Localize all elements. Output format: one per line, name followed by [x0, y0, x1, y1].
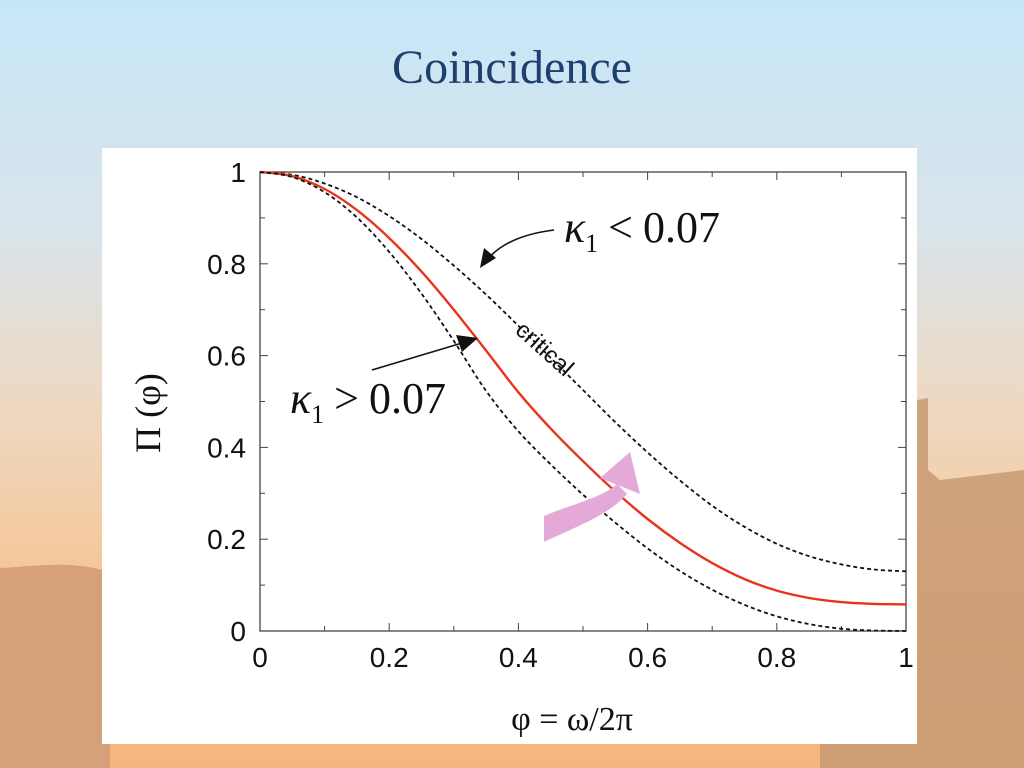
- annotation-kappa-greater: κ1 >0.07: [290, 335, 478, 429]
- x-tick-label: 1: [898, 642, 914, 673]
- kappa-less-symbol: κ: [564, 203, 586, 252]
- series-line-bound-2: [259, 171, 907, 632]
- x-tick-label: 0.8: [757, 642, 796, 673]
- highlight-arrow-body: [544, 484, 627, 542]
- kappa-less-subscript: 1: [585, 229, 598, 258]
- critical-label: critical: [510, 316, 579, 382]
- x-tick-label: 0: [252, 642, 268, 673]
- annotation-kappa-less: κ1 <0.07: [480, 203, 720, 268]
- y-tick-label: 0: [230, 616, 246, 647]
- chart: 0 0.2 0.4 0.6 0.8 1 0 0.2 0.4 0.6 0.8 1 Π (φ) φ = ω…: [128, 157, 914, 738]
- y-tick-label: 0.6: [207, 341, 246, 372]
- series-line-critical: [259, 170, 907, 606]
- y-tick-label: 1: [230, 157, 246, 188]
- y-tick-label: 0.4: [207, 432, 246, 463]
- kappa-less-arrowhead: [480, 248, 496, 268]
- highlight-arrow-head: [600, 452, 640, 494]
- y-tick-label: 0.8: [207, 249, 246, 280]
- y-axis-label: Π (φ): [128, 373, 168, 453]
- svg-text:κ1<0.07: κ1 <0.07: [564, 203, 720, 258]
- kappa-greater-subscript: 1: [311, 400, 324, 429]
- highlight-arrow: [544, 452, 640, 542]
- kappa-greater-value: 0.07: [369, 374, 446, 423]
- svg-text:κ1>0.07: κ1 >0.07: [290, 374, 446, 429]
- x-axis-label: φ = ω/2π: [511, 701, 633, 738]
- slide-title: Coincidence: [392, 41, 632, 94]
- series-line-bound-0: [259, 171, 907, 573]
- pagoda-silhouette: [820, 398, 1024, 768]
- y-tick-label: 0.2: [207, 524, 246, 555]
- chart-figure: 0 0.2 0.4 0.6 0.8 1 0 0.2 0.4 0.6 0.8 1 Π (φ) φ = ω…: [102, 148, 917, 744]
- x-tick-label: 0.2: [370, 642, 409, 673]
- x-tick-label: 0.4: [499, 642, 538, 673]
- distant-hills: [0, 564, 110, 768]
- kappa-greater-arrowhead: [456, 335, 478, 352]
- kappa-less-arrow: [486, 229, 555, 261]
- kappa-less-value: 0.07: [643, 203, 720, 252]
- kappa-greater-symbol: κ: [290, 374, 312, 423]
- kappa-greater-relation: >: [334, 374, 359, 423]
- kappa-greater-arrow: [371, 342, 463, 371]
- kappa-less-relation: <: [608, 203, 633, 252]
- x-tick-label: 0.6: [628, 642, 667, 673]
